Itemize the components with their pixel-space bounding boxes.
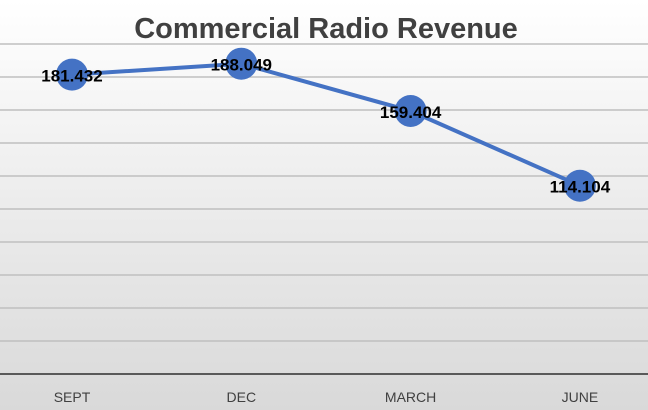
- data-labels: 181.432 188.049 159.404 114.104: [41, 56, 610, 197]
- x-tick-label: SEPT: [54, 389, 91, 405]
- data-label: 114.104: [550, 178, 611, 197]
- series-revenue: [56, 47, 596, 202]
- data-label: 181.432: [41, 67, 102, 86]
- chart-title: Commercial Radio Revenue: [134, 13, 518, 45]
- x-axis-ticks: SEPT DEC MARCH JUNE: [54, 389, 598, 405]
- x-tick-label: JUNE: [562, 389, 599, 405]
- data-label: 159.404: [380, 103, 442, 122]
- series-line: [71, 61, 581, 188]
- data-label: 188.049: [211, 56, 272, 75]
- data-point: [56, 58, 88, 91]
- data-point: [563, 169, 596, 202]
- data-point: [225, 47, 258, 80]
- data-point: [394, 94, 427, 127]
- gridlines: [0, 43, 648, 342]
- x-tick-label: DEC: [227, 389, 257, 405]
- x-tick-label: MARCH: [385, 389, 436, 405]
